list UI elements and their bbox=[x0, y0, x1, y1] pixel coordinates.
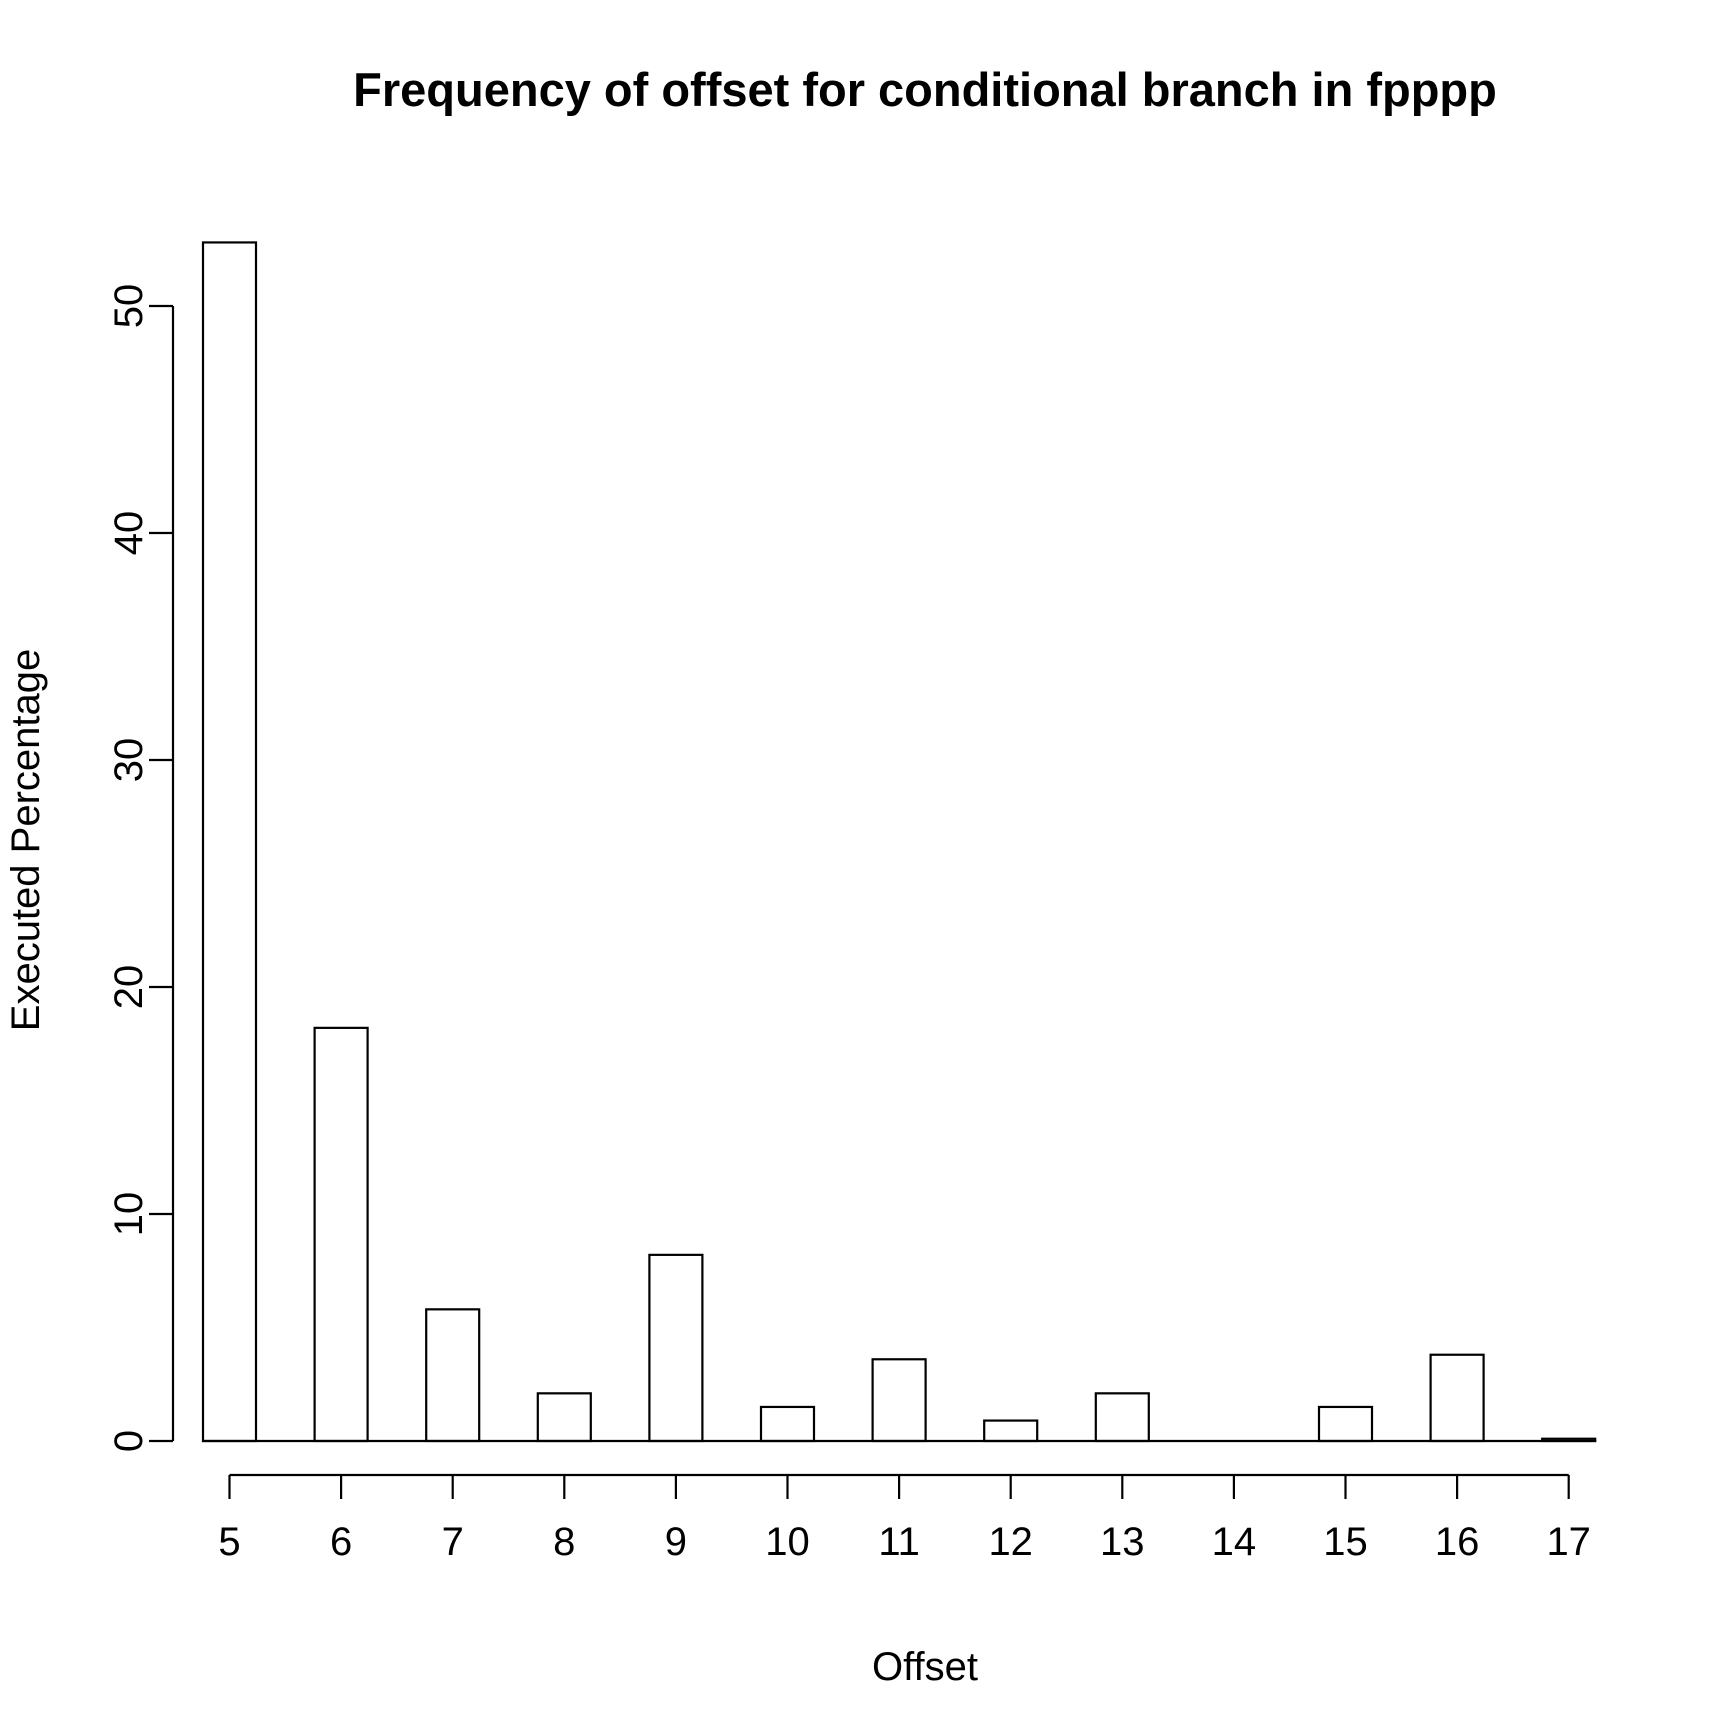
x-tick-label-15: 15 bbox=[1323, 1520, 1368, 1564]
x-tick-label-13: 13 bbox=[1100, 1520, 1145, 1564]
x-tick-label-12: 12 bbox=[988, 1520, 1033, 1564]
y-tick-label-40: 40 bbox=[107, 511, 151, 556]
x-axis: 5 6 7 8 9 10 11 12 13 14 15 16 17 bbox=[218, 1473, 1591, 1564]
x-tick-label-14: 14 bbox=[1212, 1520, 1257, 1564]
y-tick-label-20: 20 bbox=[107, 965, 151, 1010]
bar-5 bbox=[201, 241, 258, 1443]
y-tick-label-30: 30 bbox=[107, 738, 151, 783]
y-tick-label-0: 0 bbox=[107, 1430, 151, 1452]
x-tick-label-10: 10 bbox=[765, 1520, 810, 1564]
y-axis: 0 10 20 30 40 50 bbox=[107, 284, 175, 1452]
x-tick-label-17: 17 bbox=[1546, 1520, 1591, 1564]
x-tick-label-9: 9 bbox=[665, 1520, 687, 1564]
bar-8 bbox=[536, 1392, 592, 1443]
bar-9 bbox=[648, 1253, 704, 1443]
x-tick-label-7: 7 bbox=[442, 1520, 464, 1564]
y-axis-label: Executed Percentage bbox=[4, 649, 48, 1031]
x-tick-label-11: 11 bbox=[878, 1520, 920, 1564]
y-tick-label-50: 50 bbox=[107, 284, 151, 329]
bar-7 bbox=[425, 1308, 481, 1443]
bar-10 bbox=[759, 1405, 816, 1443]
y-tick-label-10: 10 bbox=[107, 1192, 151, 1237]
bar-11 bbox=[871, 1358, 927, 1443]
bar-16 bbox=[1429, 1353, 1485, 1443]
chart-title: Frequency of offset for conditional bran… bbox=[353, 63, 1497, 116]
x-tick-label-6: 6 bbox=[330, 1520, 352, 1564]
bar-6 bbox=[313, 1026, 369, 1443]
bar-13 bbox=[1094, 1392, 1150, 1443]
bar-12 bbox=[983, 1419, 1039, 1443]
x-axis-label: Offset bbox=[872, 1645, 978, 1689]
bar-15 bbox=[1317, 1405, 1374, 1443]
x-tick-label-5: 5 bbox=[218, 1520, 240, 1564]
x-tick-label-8: 8 bbox=[553, 1520, 575, 1564]
bars-group bbox=[201, 241, 1597, 1443]
x-tick-label-16: 16 bbox=[1435, 1520, 1480, 1564]
